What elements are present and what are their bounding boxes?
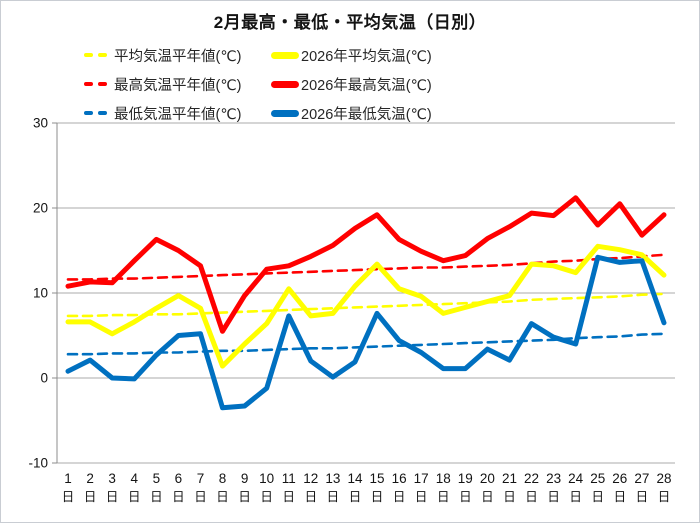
legend-item-1: 2026年平均気温(℃) bbox=[271, 46, 432, 65]
legend-label: 2026年最低気温(℃) bbox=[301, 106, 432, 123]
dashed-line-swatch bbox=[84, 82, 112, 86]
legend-item-4: 最低気温平年値(℃) bbox=[84, 104, 242, 123]
x-tick-label-suffix: 日 bbox=[172, 490, 185, 504]
y-tick-label: 30 bbox=[33, 116, 48, 131]
x-tick-label-day-7: 7 bbox=[197, 471, 205, 486]
x-tick-label-suffix: 日 bbox=[84, 490, 97, 504]
x-tick-label-day-23: 23 bbox=[546, 471, 561, 486]
x-tick-label-suffix: 日 bbox=[614, 490, 627, 504]
x-tick-label-day-13: 13 bbox=[325, 471, 340, 486]
x-tick-label-suffix: 日 bbox=[349, 490, 362, 504]
x-tick-label-day-12: 12 bbox=[303, 471, 318, 486]
x-tick-label-day-6: 6 bbox=[175, 471, 183, 486]
x-tick-label-suffix: 日 bbox=[591, 490, 604, 504]
y-tick-label: 0 bbox=[40, 371, 48, 386]
legend-item-0: 平均気温平年値(℃) bbox=[84, 46, 242, 65]
x-tick-label-suffix: 日 bbox=[238, 490, 251, 504]
x-tick-label-suffix: 日 bbox=[194, 490, 207, 504]
x-tick-label-suffix: 日 bbox=[415, 490, 428, 504]
x-tick-label-suffix: 日 bbox=[525, 490, 538, 504]
x-tick-label-day-16: 16 bbox=[392, 471, 407, 486]
x-tick-label-suffix: 日 bbox=[371, 490, 384, 504]
x-tick-label-suffix: 日 bbox=[547, 490, 560, 504]
x-tick-label-suffix: 日 bbox=[658, 490, 671, 504]
series-line-0 bbox=[66, 292, 666, 318]
x-tick-label-suffix: 日 bbox=[327, 490, 340, 504]
x-tick-label-day-2: 2 bbox=[86, 471, 94, 486]
series-line-5 bbox=[65, 254, 667, 411]
x-tick-label-day-27: 27 bbox=[634, 471, 649, 486]
x-tick-label-suffix: 日 bbox=[106, 490, 119, 504]
x-tick-label-suffix: 日 bbox=[636, 490, 649, 504]
series-line-3 bbox=[65, 195, 667, 334]
x-tick-label-suffix: 日 bbox=[260, 490, 273, 504]
legend-item-3: 2026年最高気温(℃) bbox=[271, 75, 432, 94]
legend-label: 平均気温平年値(℃) bbox=[114, 48, 242, 65]
series-line-1 bbox=[65, 243, 667, 369]
y-tick-label: 10 bbox=[33, 286, 48, 301]
x-tick-label-day-11: 11 bbox=[282, 471, 296, 486]
x-tick-label-day-19: 19 bbox=[458, 471, 473, 486]
x-tick-label-day-8: 8 bbox=[219, 471, 227, 486]
x-tick-label-day-20: 20 bbox=[480, 471, 495, 486]
solid-line-swatch bbox=[271, 51, 299, 59]
x-tick-label-suffix: 日 bbox=[459, 490, 472, 504]
x-tick-label-suffix: 日 bbox=[282, 490, 295, 504]
x-tick-label-suffix: 日 bbox=[437, 490, 450, 504]
legend-item-5: 2026年最低気温(℃) bbox=[271, 104, 432, 123]
x-tick-label-day-22: 22 bbox=[524, 471, 539, 486]
x-tick-label-suffix: 日 bbox=[305, 490, 318, 504]
legend-label: 2026年最高気温(℃) bbox=[301, 77, 432, 94]
legend-item-2: 最高気温平年値(℃) bbox=[84, 75, 242, 94]
x-tick-label-day-14: 14 bbox=[347, 471, 363, 486]
x-tick-label-suffix: 日 bbox=[393, 490, 406, 504]
x-tick-label-suffix: 日 bbox=[503, 490, 516, 504]
x-tick-label-day-10: 10 bbox=[259, 471, 274, 486]
x-tick-label-suffix: 日 bbox=[569, 490, 582, 504]
series-line-2 bbox=[66, 253, 666, 281]
y-tick-label: 20 bbox=[33, 201, 48, 216]
x-tick-label-suffix: 日 bbox=[150, 490, 163, 504]
dashed-line-swatch bbox=[84, 111, 112, 115]
x-tick-label-day-1: 1 bbox=[64, 471, 72, 486]
solid-line-swatch bbox=[271, 109, 299, 117]
x-tick-label-day-5: 5 bbox=[153, 471, 161, 486]
x-tick-label-day-28: 28 bbox=[656, 471, 671, 486]
y-tick-label: -10 bbox=[28, 456, 48, 471]
x-tick-label-day-15: 15 bbox=[370, 471, 385, 486]
dashed-line-swatch bbox=[84, 53, 112, 57]
x-tick-label-day-26: 26 bbox=[612, 471, 627, 486]
x-tick-label-day-21: 21 bbox=[502, 471, 517, 486]
x-tick-label-day-24: 24 bbox=[568, 471, 584, 486]
x-tick-label-day-3: 3 bbox=[108, 471, 116, 486]
x-tick-label-suffix: 日 bbox=[62, 490, 75, 504]
x-tick-label-day-9: 9 bbox=[241, 471, 249, 486]
x-tick-label-suffix: 日 bbox=[216, 490, 229, 504]
x-tick-label-day-18: 18 bbox=[436, 471, 451, 486]
legend: 平均気温平年値(℃) 2026年平均気温(℃) 最高気温平年値(℃) 2026年最高気… bbox=[1, 1, 699, 131]
chart-title: 2月最高・最低・平均気温（日別） bbox=[213, 13, 487, 32]
x-tick-label-day-17: 17 bbox=[414, 471, 429, 486]
x-tick-label-day-4: 4 bbox=[130, 471, 138, 486]
legend-label: 2026年平均気温(℃) bbox=[301, 48, 432, 65]
solid-line-swatch bbox=[271, 80, 299, 88]
legend-label: 最高気温平年値(℃) bbox=[114, 77, 242, 94]
x-tick-label-suffix: 日 bbox=[481, 490, 494, 504]
x-tick-label-suffix: 日 bbox=[128, 490, 141, 504]
x-tick-label-day-25: 25 bbox=[590, 471, 605, 486]
legend-label: 最低気温平年値(℃) bbox=[114, 106, 242, 123]
